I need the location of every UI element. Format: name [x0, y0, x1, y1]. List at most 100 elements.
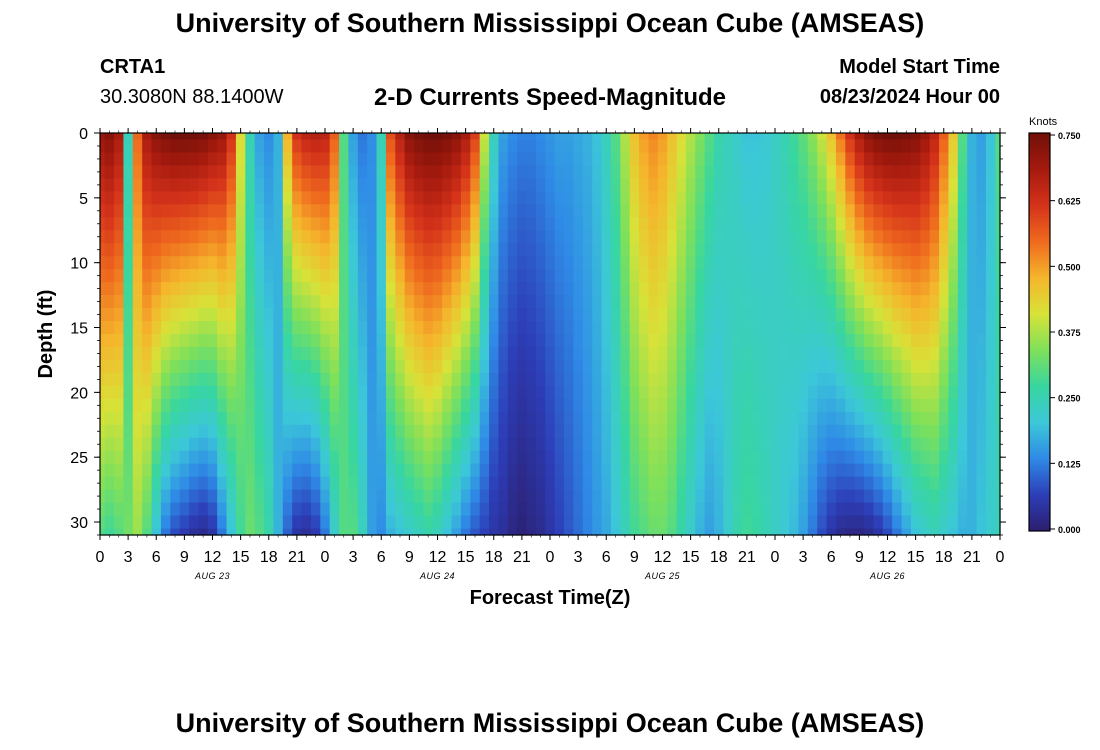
heatmap-cell	[685, 424, 696, 439]
heatmap-cell	[207, 191, 218, 205]
heatmap-cell	[535, 204, 546, 218]
heatmap-cell	[301, 476, 312, 491]
heatmap-cell	[845, 256, 856, 270]
heatmap-cell	[329, 346, 340, 361]
heatmap-cell	[798, 489, 809, 504]
heatmap-cell	[779, 463, 790, 478]
heatmap-cell	[104, 398, 115, 413]
heatmap-cell	[100, 334, 106, 348]
heatmap-cell	[807, 476, 818, 491]
heatmap-cell	[901, 450, 912, 465]
heatmap-cell	[498, 450, 509, 465]
heatmap-cell	[273, 295, 284, 309]
heatmap-cell	[170, 282, 181, 296]
heatmap-cell	[264, 398, 275, 413]
heatmap-cell	[835, 269, 846, 283]
heatmap-cell	[517, 515, 528, 530]
x-tick-label: 0	[771, 549, 780, 566]
heatmap-cell	[310, 269, 321, 283]
heatmap-cell	[939, 308, 950, 322]
heatmap-cell	[423, 256, 434, 270]
heatmap-cell	[864, 515, 875, 530]
heatmap-cell	[742, 133, 753, 141]
heatmap-cell	[226, 178, 237, 192]
heatmap-cell	[451, 437, 462, 452]
heatmap-cell	[742, 372, 753, 387]
heatmap-cell	[498, 385, 509, 400]
heatmap-cell	[573, 178, 584, 192]
heatmap-cell	[217, 152, 228, 167]
heatmap-cell	[376, 489, 387, 504]
heatmap-cell	[657, 308, 668, 322]
heatmap-cell	[639, 178, 650, 192]
heatmap-cell	[217, 476, 228, 491]
heatmap-cell	[395, 191, 406, 205]
heatmap-cell	[526, 437, 537, 452]
heatmap-cell	[367, 476, 378, 491]
heatmap-cell	[723, 411, 734, 426]
heatmap-cell	[179, 133, 190, 141]
heatmap-cell	[526, 321, 537, 335]
heatmap-cell	[629, 178, 640, 192]
heatmap-cell	[170, 139, 181, 154]
heatmap-cell	[985, 476, 996, 491]
heatmap-cell	[367, 178, 378, 192]
heatmap-cell	[217, 372, 228, 387]
heatmap-cell	[967, 411, 978, 426]
heatmap-cell	[395, 243, 406, 257]
heatmap-cell	[920, 476, 931, 491]
heatmap-cell	[479, 321, 490, 335]
heatmap-cell	[535, 321, 546, 335]
heatmap-cell	[929, 152, 940, 167]
heatmap-cell	[620, 139, 631, 154]
heatmap-cell	[339, 308, 350, 322]
heatmap-cell	[685, 515, 696, 530]
heatmap-cell	[732, 133, 743, 141]
heatmap-cell	[601, 450, 612, 465]
heatmap-cell	[582, 489, 593, 504]
heatmap-cell	[920, 385, 931, 400]
heatmap-cell	[217, 424, 228, 439]
heatmap-cell	[460, 191, 471, 205]
heatmap-cell	[376, 269, 387, 283]
heatmap-cell	[423, 133, 434, 141]
heatmap-cell	[432, 398, 443, 413]
heatmap-cell	[835, 528, 846, 536]
heatmap-cell	[882, 476, 893, 491]
heatmap-cell	[348, 269, 359, 283]
heatmap-cell	[864, 165, 875, 179]
heatmap-cell	[648, 204, 659, 218]
heatmap-cell	[100, 385, 106, 400]
heatmap-cell	[807, 385, 818, 400]
heatmap-cell	[132, 165, 143, 179]
heatmap-cell	[564, 489, 575, 504]
heatmap-cell	[526, 139, 537, 154]
heatmap-cell	[142, 165, 153, 179]
heatmap-cell	[179, 502, 190, 517]
heatmap-cell	[301, 450, 312, 465]
heatmap-cell	[957, 424, 968, 439]
heatmap-cell	[254, 308, 265, 322]
heatmap-cell	[573, 515, 584, 530]
heatmap-cell	[732, 204, 743, 218]
heatmap-cell	[732, 489, 743, 504]
heatmap-cell	[264, 515, 275, 530]
heatmap-cell	[648, 437, 659, 452]
heatmap-cell	[292, 502, 303, 517]
heatmap-cell	[235, 230, 246, 244]
heatmap-cell	[451, 346, 462, 361]
heatmap-cell	[310, 411, 321, 426]
heatmap-cell	[385, 204, 396, 218]
heatmap-cell	[442, 133, 453, 141]
heatmap-cell	[442, 243, 453, 257]
heatmap-cell	[104, 476, 115, 491]
heatmap-cell	[770, 243, 781, 257]
heatmap-cell	[170, 321, 181, 335]
heatmap-cell	[339, 230, 350, 244]
heatmap-cell	[695, 398, 706, 413]
heatmap-cell	[582, 308, 593, 322]
heatmap-cell	[114, 463, 125, 478]
heatmap-cell	[460, 204, 471, 218]
heatmap-cell	[620, 152, 631, 167]
